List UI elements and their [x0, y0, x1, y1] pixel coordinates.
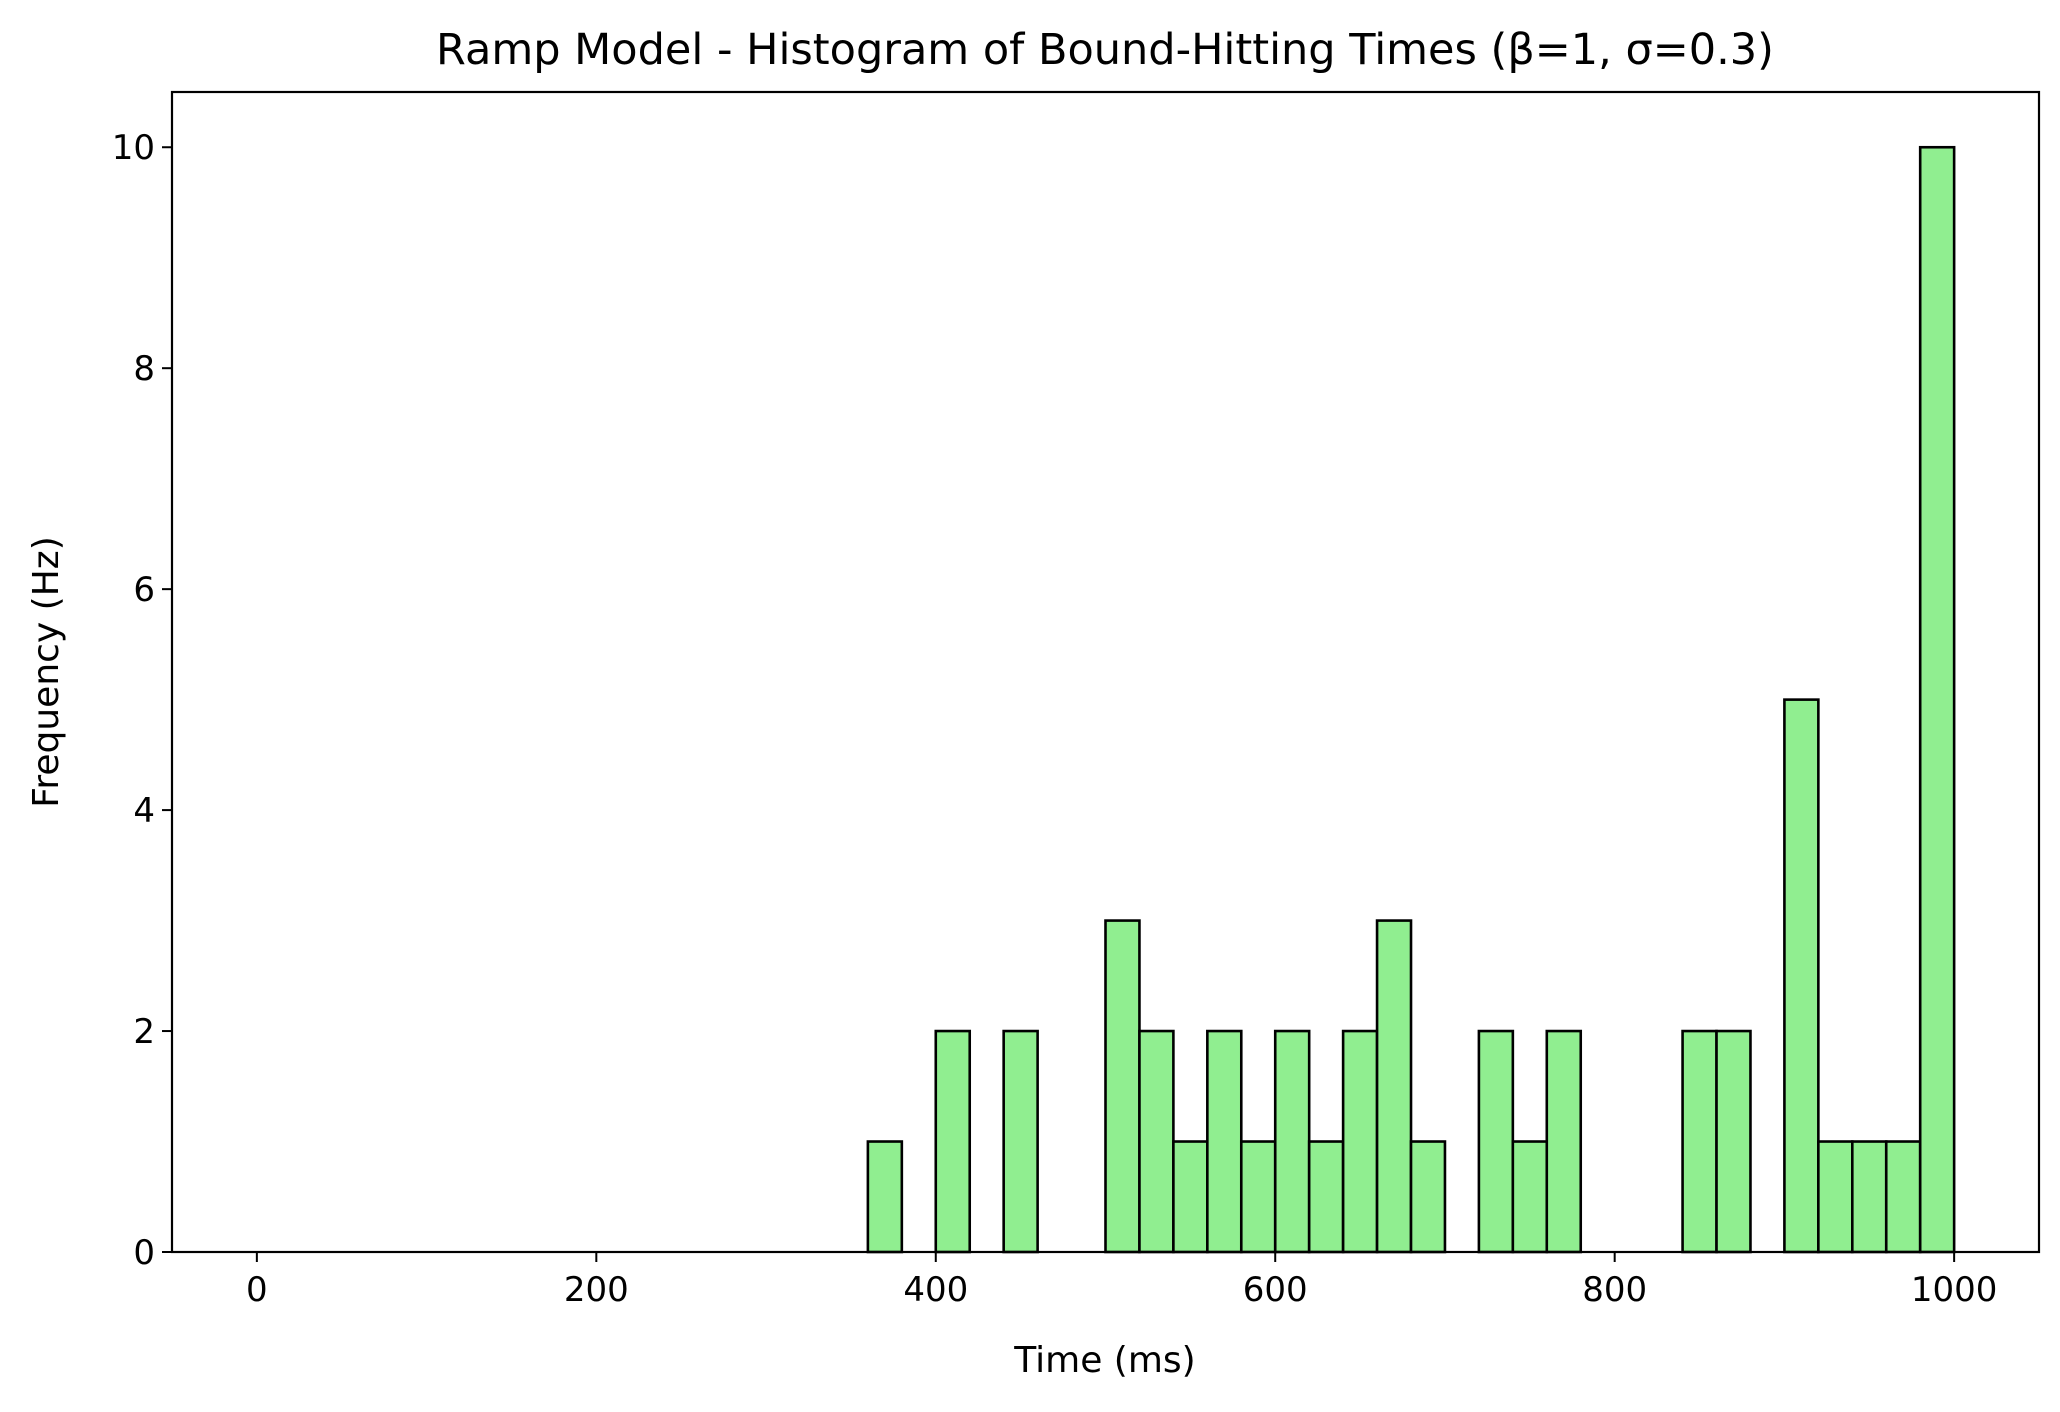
chart-title: Ramp Model - Histogram of Bound-Hitting … — [436, 25, 1774, 75]
histogram-bar — [1409, 1140, 1447, 1254]
y-tick-label: 8 — [133, 349, 155, 389]
plot-frame — [170, 90, 2041, 1254]
x-tick-label: 200 — [564, 1270, 629, 1310]
x-tick-label: 0 — [246, 1270, 268, 1310]
histogram-bar — [1884, 1140, 1922, 1254]
histogram-bar — [1206, 1029, 1243, 1254]
y-tick-label: 4 — [133, 791, 155, 831]
histogram-bar — [1918, 145, 1956, 1254]
x-tick-label: 800 — [1582, 1270, 1647, 1310]
histogram-bar — [1307, 1140, 1345, 1254]
histogram-bar — [1817, 1140, 1854, 1254]
histogram-bar — [1375, 919, 1413, 1254]
histogram-bar — [1511, 1140, 1549, 1254]
histogram-bar — [934, 1029, 972, 1254]
histogram-bar — [866, 1140, 904, 1254]
y-tick-label: 0 — [133, 1233, 155, 1273]
x-axis-label: Time (ms) — [1013, 1340, 1195, 1381]
bars-layer — [866, 145, 1956, 1254]
x-axis-ticks: 0 200 400 600 800 1000 — [246, 1252, 1997, 1310]
histogram-bar — [1002, 1029, 1039, 1254]
histogram-bar — [1104, 919, 1141, 1254]
histogram-bar — [1851, 1140, 1888, 1254]
histogram-bar — [1138, 1029, 1175, 1254]
histogram-bar — [1681, 1029, 1718, 1254]
histogram-bar — [1477, 1029, 1515, 1254]
x-tick-label: 600 — [1243, 1270, 1308, 1310]
histogram-bar — [1341, 1029, 1379, 1254]
y-axis-label: Frequency (Hz) — [26, 536, 67, 807]
x-tick-label: 1000 — [1911, 1270, 1998, 1310]
y-tick-label: 6 — [133, 570, 155, 610]
histogram-bar — [1273, 1029, 1311, 1254]
y-tick-label: 2 — [133, 1012, 155, 1052]
y-axis-ticks: 0 2 4 6 8 10 — [112, 128, 172, 1273]
histogram-bar — [1172, 1140, 1209, 1254]
histogram-bar — [1545, 1029, 1583, 1254]
histogram-bar — [1239, 1140, 1277, 1254]
x-tick-label: 400 — [903, 1270, 968, 1310]
y-tick-label: 10 — [112, 128, 155, 168]
histogram-bar — [1715, 1029, 1752, 1254]
histogram-bar — [1783, 698, 1820, 1254]
